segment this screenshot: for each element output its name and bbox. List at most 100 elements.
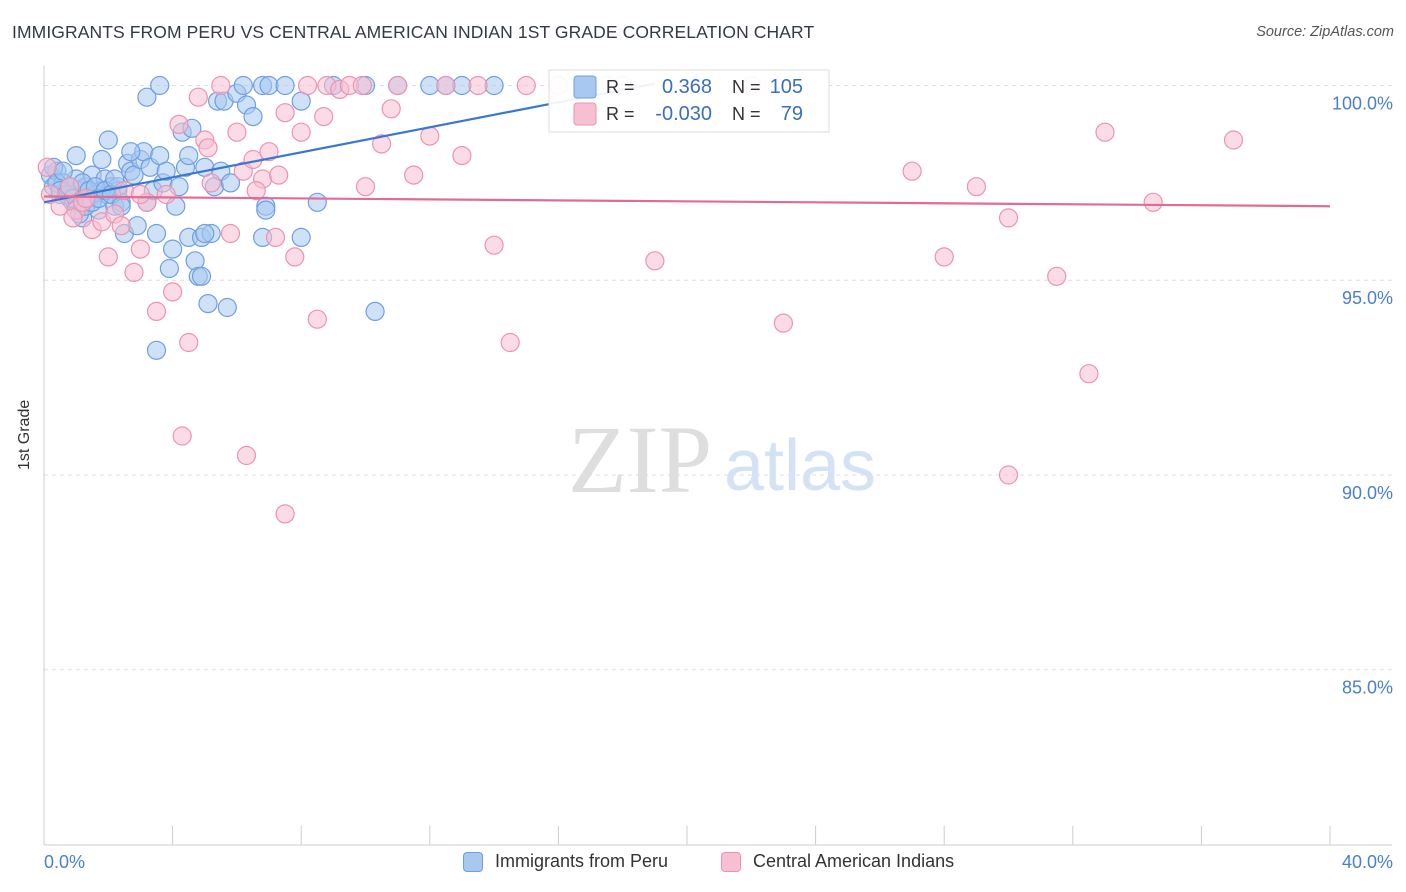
peru-point-63 (259, 75, 279, 96)
legend-r-value-1: 0.368 (662, 76, 712, 98)
cai-point-30 (275, 103, 295, 123)
cai-point-45 (484, 235, 504, 255)
watermark-atlas: atlas (724, 426, 876, 506)
legend-r-value-2: -0.030 (655, 103, 712, 125)
axes (43, 66, 1392, 846)
source-note: Source: ZipAtlas.com (1256, 24, 1394, 40)
cai-point-66 (236, 445, 257, 466)
cai-point-21 (201, 173, 221, 193)
y-tick-label-3: 85.0% (1342, 678, 1393, 698)
cai-point-34 (307, 309, 327, 329)
cai-point-32 (291, 122, 311, 142)
peru-point-88 (191, 266, 212, 286)
legend-n-value-2: 79 (781, 103, 803, 125)
cai-point-59 (1047, 266, 1067, 286)
legend-item-peru[interactable]: Immigrants from Peru (463, 851, 668, 872)
legend-swatch-pink (573, 102, 597, 126)
cai-point-60 (1079, 364, 1099, 384)
peru-point-60 (243, 106, 263, 127)
peru-point-64 (275, 75, 295, 96)
peru-point-75 (365, 301, 385, 321)
legend-swatch-blue (573, 75, 597, 99)
cai-point-17 (169, 114, 189, 135)
x-tick-max: 40.0% (1341, 852, 1393, 872)
cai-point-62 (1143, 192, 1163, 212)
cai-point-31 (285, 247, 305, 267)
y-tick-label-0: 100.0% (1332, 93, 1393, 113)
cai-point-67 (275, 504, 295, 524)
peru-point-71 (452, 75, 472, 96)
cai-point-18 (179, 332, 199, 353)
cai-point-57 (966, 177, 987, 197)
cai-point-64 (998, 465, 1019, 485)
cai-point-78 (452, 146, 472, 166)
cai-point-69 (111, 216, 131, 236)
legend-n-label-1: N = (732, 77, 761, 97)
peru-point-76 (146, 340, 167, 360)
cai-point-47 (516, 75, 536, 96)
legend-n-label-2: N = (732, 104, 761, 124)
peru-point-27 (127, 216, 147, 236)
cai-point-71 (63, 208, 83, 228)
peru-point-80 (150, 75, 170, 96)
cai-point-58 (998, 208, 1019, 228)
cai-point-51 (645, 251, 665, 271)
series-cai-points (37, 75, 1244, 524)
cai-point-42 (420, 126, 440, 146)
cai-point-11 (124, 262, 144, 282)
cai-point-24 (227, 122, 247, 142)
cai-point-22 (211, 75, 231, 96)
peru-point-69 (420, 75, 440, 96)
legend-swatch-cai (721, 851, 741, 872)
cai-point-75 (314, 106, 334, 127)
cai-point-28 (259, 142, 279, 162)
cai-point-29 (265, 227, 286, 247)
peru-point-82 (92, 149, 112, 170)
cai-point-0 (37, 157, 57, 177)
cai-point-54 (773, 313, 794, 333)
cai-point-44 (468, 75, 488, 96)
y-tick-label-2: 90.0% (1342, 483, 1393, 503)
cai-point-43 (436, 75, 456, 96)
cai-point-23 (220, 223, 241, 244)
cai-point-73 (246, 181, 266, 201)
cai-point-12 (130, 239, 150, 259)
series-legend: Immigrants from Peru Central American In… (0, 851, 1406, 877)
cai-point-74 (269, 165, 289, 185)
cai-point-8 (98, 247, 118, 267)
cai-point-40 (388, 75, 408, 96)
legend-swatch-peru (463, 851, 483, 872)
peru-point-78 (98, 130, 118, 150)
chart-title: IMMIGRANTS FROM PERU VS CENTRAL AMERICAN… (12, 22, 815, 42)
peru-point-55 (217, 297, 237, 318)
peru-point-33 (146, 223, 167, 244)
cai-point-19 (188, 87, 208, 107)
cai-point-46 (500, 332, 520, 353)
cai-point-15 (156, 184, 176, 205)
correlation-legend: R = 0.368 N = 105 R = -0.030 N = 79 (548, 69, 830, 133)
legend-r-label-1: R = (606, 77, 635, 97)
cai-point-14 (146, 301, 167, 321)
peru-point-77 (66, 146, 86, 166)
cai-point-16 (163, 282, 183, 302)
legend-label-peru: Immigrants from Peru (495, 851, 669, 871)
peru-point-73 (307, 192, 327, 212)
peru-point-58 (233, 75, 253, 96)
peru-point-86 (291, 227, 311, 247)
cai-point-76 (352, 75, 372, 96)
y-tick-label-1: 95.0% (1342, 288, 1393, 308)
watermark-zip: ZIP (568, 406, 712, 513)
peru-point-72 (484, 75, 504, 96)
peru-point-85 (256, 200, 276, 220)
legend-n-value-1: 105 (770, 76, 803, 98)
cai-point-41 (404, 165, 424, 185)
peru-point-87 (195, 223, 215, 244)
legend-item-cai[interactable]: Central American Indians (721, 851, 954, 872)
peru-point-84 (121, 142, 141, 162)
cai-point-68 (130, 184, 150, 205)
cai-point-77 (381, 99, 401, 119)
legend-label-cai: Central American Indians (753, 851, 955, 871)
cai-point-56 (934, 247, 954, 267)
cai-point-55 (902, 161, 922, 181)
